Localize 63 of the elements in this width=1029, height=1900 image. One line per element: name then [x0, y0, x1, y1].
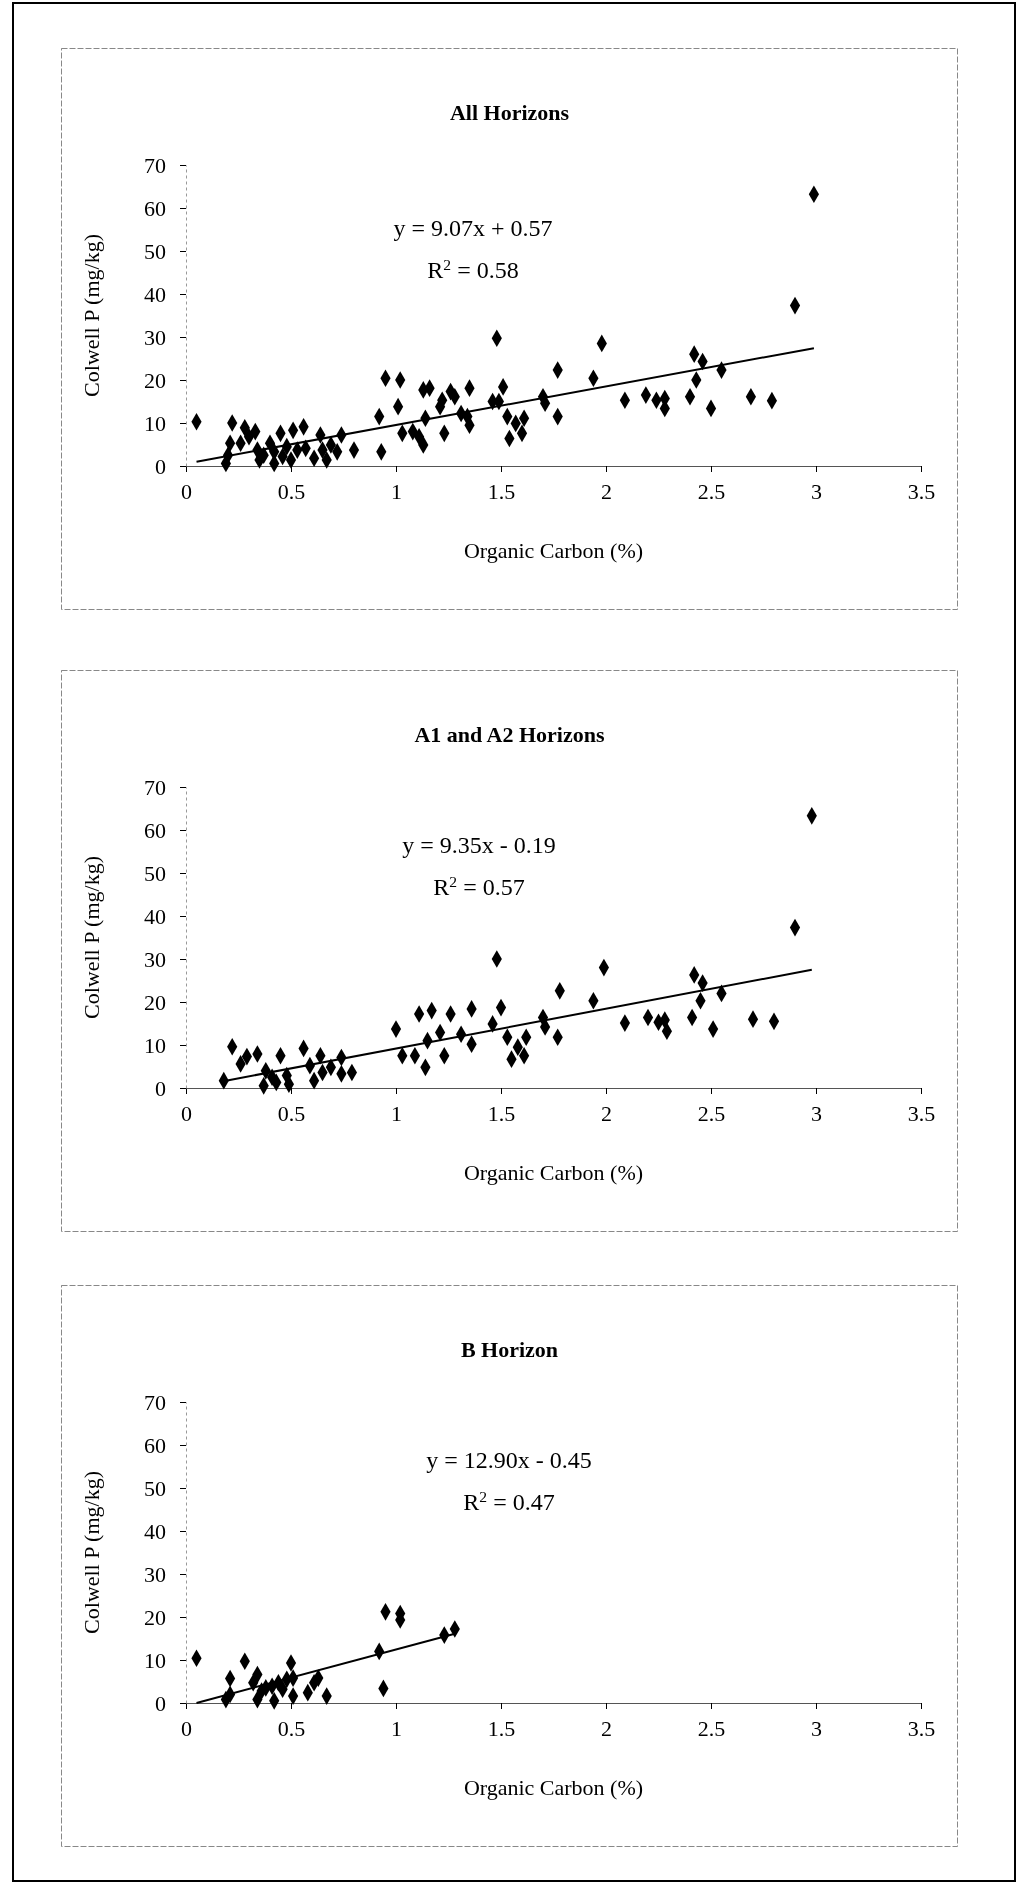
x-tick-label: 2.5 — [697, 1101, 726, 1127]
x-tick-label: 0.5 — [277, 1101, 306, 1127]
x-tick-label: 2.5 — [697, 1716, 726, 1742]
y-tick-label: 40 — [144, 281, 166, 307]
y-tick-label: 50 — [144, 1475, 166, 1501]
annotation: R$^{2}$ = 0.57 — [433, 872, 525, 900]
x-tick-label: 1 — [391, 1716, 402, 1742]
chart-title: A1 and A2 Horizons — [414, 722, 605, 747]
y-tick-label: 20 — [144, 367, 166, 393]
y-axis-title: Colwell P (mg/kg) — [79, 856, 104, 1019]
y-tick-label: 20 — [144, 989, 166, 1015]
x-tick-label: 1 — [391, 479, 402, 505]
y-tick-label: 60 — [144, 1432, 166, 1458]
y-tick-label: 40 — [144, 1518, 166, 1544]
x-tick-label: 2 — [601, 1716, 612, 1742]
y-tick-label: 70 — [144, 1389, 166, 1415]
x-tick-label: 3.5 — [907, 1101, 936, 1127]
x-tick-label: 3.5 — [907, 479, 936, 505]
x-tick-label: 1 — [391, 1101, 402, 1127]
annotation: R$^{2}$ = 0.47 — [463, 1487, 555, 1515]
y-axis-title: Colwell P (mg/kg) — [79, 1471, 104, 1634]
x-tick-label: 0.5 — [277, 1716, 306, 1742]
y-tick-label: 70 — [144, 774, 166, 800]
x-tick-label: 0 — [181, 1101, 192, 1127]
chart-title: B Horizon — [460, 1337, 559, 1362]
annotation: y = 12.90x - 0.45 — [426, 1447, 592, 1473]
x-tick-label: 1.5 — [487, 1716, 516, 1742]
x-tick-label: 3 — [811, 1101, 822, 1127]
y-tick-label: 0 — [155, 1075, 166, 1101]
x-tick-label: 2.5 — [697, 479, 726, 505]
y-tick-label: 20 — [144, 1604, 166, 1630]
x-tick-label: 3 — [811, 1716, 822, 1742]
x-tick-label: 0 — [181, 1716, 192, 1742]
x-axis-title: Organic Carbon (%) — [463, 538, 644, 563]
y-tick-label: 30 — [144, 946, 166, 972]
x-tick-label: 1.5 — [487, 479, 516, 505]
y-tick-label: 70 — [144, 152, 166, 178]
y-tick-label: 50 — [144, 860, 166, 886]
y-tick-label: 40 — [144, 903, 166, 929]
chart-title: All Horizons — [449, 100, 570, 125]
y-tick-label: 60 — [144, 195, 166, 221]
y-tick-label: 0 — [155, 1690, 166, 1716]
x-tick-label: 2 — [601, 1101, 612, 1127]
y-tick-label: 50 — [144, 238, 166, 264]
x-tick-label: 1.5 — [487, 1101, 516, 1127]
y-tick-label: 10 — [144, 1032, 166, 1058]
x-tick-label: 3.5 — [907, 1716, 936, 1742]
x-tick-label: 0.5 — [277, 479, 306, 505]
annotation: y = 9.07x + 0.57 — [393, 215, 553, 241]
y-tick-label: 10 — [144, 1647, 166, 1673]
y-tick-label: 30 — [144, 324, 166, 350]
x-axis-title: Organic Carbon (%) — [463, 1775, 644, 1800]
x-tick-label: 2 — [601, 479, 612, 505]
y-tick-label: 30 — [144, 1561, 166, 1587]
y-axis-title: Colwell P (mg/kg) — [79, 234, 104, 397]
x-axis-title: Organic Carbon (%) — [463, 1160, 644, 1185]
annotation: y = 9.35x - 0.19 — [402, 832, 556, 858]
annotation: R$^{2}$ = 0.58 — [427, 255, 519, 283]
y-tick-label: 60 — [144, 817, 166, 843]
y-tick-label: 10 — [144, 410, 166, 436]
y-tick-label: 0 — [155, 453, 166, 479]
x-tick-label: 3 — [811, 479, 822, 505]
x-tick-label: 0 — [181, 479, 192, 505]
